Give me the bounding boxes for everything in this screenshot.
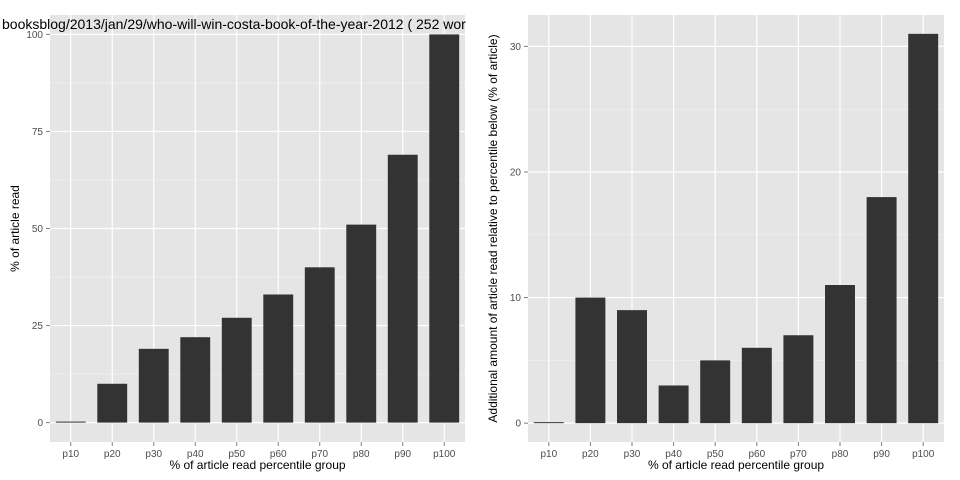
x-tick-label: p30: [145, 449, 162, 460]
y-tick-label: 20: [510, 167, 522, 178]
bar-p90: [387, 154, 418, 423]
y-tick-label: 100: [26, 30, 43, 41]
y-tick-label: 0: [515, 419, 521, 430]
x-tick-label: p70: [311, 449, 328, 460]
y-tick-label: 25: [32, 321, 44, 332]
bar-p90: [866, 197, 897, 424]
bar-p50: [700, 360, 731, 424]
bar-p30: [617, 310, 647, 424]
bar-p80: [346, 224, 377, 423]
x-tick-label: p10: [62, 449, 79, 460]
y-axis-title: % of article read: [8, 185, 22, 272]
x-tick-label: p80: [353, 449, 370, 460]
y-tick-label: 50: [32, 224, 44, 235]
bar-p40: [658, 385, 689, 424]
x-tick-label: p50: [707, 449, 724, 460]
bar-p100: [908, 33, 939, 424]
bar-p10: [55, 421, 86, 423]
x-tick-label: p90: [873, 449, 890, 460]
x-tick-label: p10: [540, 449, 557, 460]
x-tick-label: p60: [748, 449, 765, 460]
x-tick-label: p40: [187, 449, 204, 460]
chart-panel-1: 0 25 50 75 100 p10 p20 p30 p40 p50 p60 p70 p80 p90 p10…: [2, 15, 466, 472]
y-axis-title: Additional amount of article read relati…: [486, 34, 500, 422]
plot-title: booksblog/2013/jan/29/who-will-win-costa…: [2, 16, 466, 32]
x-tick-label: p40: [665, 449, 682, 460]
x-axis-title: % of article read percentile group: [648, 458, 824, 472]
x-tick-label: p80: [832, 449, 849, 460]
bar-p20: [575, 297, 606, 424]
x-tick-label: p90: [394, 449, 411, 460]
x-tick-label: p100: [912, 449, 935, 460]
x-tick-label: p20: [582, 449, 599, 460]
x-tick-label: p100: [433, 449, 456, 460]
y-tick-label: 0: [37, 418, 43, 429]
x-tick-label: p20: [104, 449, 121, 460]
x-axis-title: % of article read percentile group: [169, 458, 345, 472]
bar-p70: [304, 267, 335, 423]
x-tick-label: p70: [790, 449, 807, 460]
bar-p70: [783, 335, 814, 424]
bar-p100: [429, 34, 460, 423]
bar-p80: [825, 285, 855, 424]
chart-panel-2: 0 10 20 30 p10 p20 p30 p40 p50 p60 p70 p80 p90 p100 % …: [486, 15, 944, 472]
y-tick-label: 75: [32, 127, 44, 138]
bar-p10: [533, 422, 564, 424]
x-tick-label: p60: [270, 449, 287, 460]
y-tick-label: 10: [510, 293, 522, 304]
bar-p60: [741, 347, 772, 424]
x-tick-label: p30: [624, 449, 641, 460]
bar-p60: [263, 294, 294, 423]
bar-p20: [97, 383, 128, 423]
bar-p40: [180, 337, 211, 423]
bar-p50: [221, 317, 252, 423]
y-tick-label: 30: [510, 42, 522, 53]
x-tick-label: p50: [228, 449, 245, 460]
bar-p30: [138, 348, 169, 423]
